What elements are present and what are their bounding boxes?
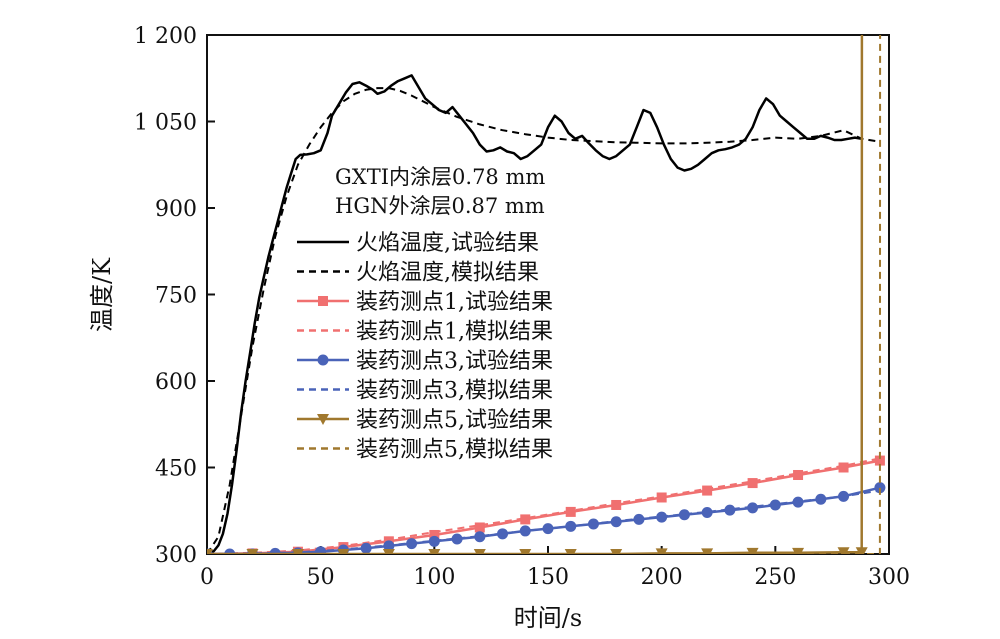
series-3 [207, 455, 885, 554]
data-point-triangle-down [655, 548, 668, 554]
legend-item: 装药测点5,试验结果 [297, 408, 553, 433]
legend-item: 装药测点1,模拟结果 [297, 320, 553, 345]
data-point-square [838, 462, 849, 473]
legend-marker [317, 414, 329, 425]
legend-item: 装药测点5,模拟结果 [297, 438, 553, 463]
x-axis-title: 时间/s [514, 604, 582, 632]
legend-label: 装药测点3,试验结果 [356, 349, 553, 374]
annotation-block: GXTI内涂层0.78 mm HGN外涂层0.87 mm [335, 165, 545, 218]
data-point-circle [224, 548, 236, 554]
data-point-triangle-down [473, 549, 486, 554]
data-point-triangle-down [337, 549, 350, 554]
y-tick-label: 1 200 [134, 24, 197, 49]
legend-item: 火焰温度,模拟结果 [297, 261, 539, 286]
data-point-triangle-down [291, 549, 304, 554]
data-point-triangle-down [746, 547, 759, 554]
series-line [207, 35, 864, 554]
series-line [207, 87, 881, 554]
data-point-square [747, 478, 758, 489]
data-point-triangle-down [207, 549, 213, 554]
data-point-circle [497, 528, 509, 540]
series-7 [207, 35, 868, 554]
data-point-square [565, 506, 576, 517]
data-point-triangle-down [610, 549, 623, 554]
legend-item: 火焰温度,试验结果 [297, 231, 539, 256]
y-axis-title: 温度/K [88, 257, 116, 332]
y-tick-label: 750 [155, 284, 197, 309]
legend-label: 装药测点5,试验结果 [356, 408, 553, 433]
data-point-circle [701, 506, 713, 518]
data-point-triangle-down [246, 549, 259, 554]
data-point-square [611, 499, 622, 510]
data-point-triangle-down [837, 547, 850, 554]
legend-marker [317, 354, 329, 366]
x-tick-label: 150 [527, 565, 569, 590]
data-point-triangle-down [382, 549, 395, 554]
y-tick-label: 600 [155, 370, 197, 395]
data-point-triangle-down [564, 549, 577, 554]
legend-marker [318, 296, 328, 306]
x-tick-label: 300 [868, 565, 910, 590]
x-tick-label: 50 [307, 565, 335, 590]
legend-label: 装药测点1,模拟结果 [356, 320, 553, 345]
x-tick-label: 250 [754, 565, 796, 590]
series-layer [207, 35, 886, 554]
legend-label: 火焰温度,试验结果 [356, 231, 539, 256]
data-point-square [429, 529, 440, 540]
data-point-circle [724, 504, 736, 516]
legend-label: 装药测点1,试验结果 [356, 290, 553, 315]
x-tick-label: 0 [200, 565, 214, 590]
data-point-circle [428, 535, 440, 547]
legend-label: 火焰温度,模拟结果 [356, 261, 539, 286]
data-point-circle [474, 531, 486, 543]
data-point-triangle-down [519, 549, 532, 554]
data-point-triangle-down [428, 549, 441, 554]
x-tick-label: 200 [641, 565, 683, 590]
data-point-triangle-down [701, 548, 714, 554]
y-tick-label: 300 [155, 543, 197, 568]
y-axis-ticks: 300 450 600 750 900 1 050 1 200 [134, 24, 215, 568]
data-point-square [656, 492, 667, 503]
coating-annotation: HGN外涂层0.87 mm [335, 194, 545, 218]
data-point-square [702, 485, 713, 496]
data-point-square [520, 514, 531, 525]
legend-label: 装药测点5,模拟结果 [356, 438, 553, 463]
y-tick-label: 1 050 [134, 111, 197, 136]
legend-item: 装药测点3,试验结果 [297, 349, 553, 374]
legend-item: 装药测点3,模拟结果 [297, 379, 553, 404]
data-point-square [874, 455, 885, 466]
data-point-circle [451, 533, 463, 545]
data-point-square [793, 469, 804, 480]
data-point-triangle-down [792, 547, 805, 554]
y-tick-label: 900 [155, 197, 197, 222]
legend-item: 装药测点1,试验结果 [297, 290, 553, 315]
legend-label: 装药测点3,模拟结果 [356, 379, 553, 404]
legend: 火焰温度,试验结果火焰温度,模拟结果装药测点1,试验结果装药测点1,模拟结果装药… [297, 231, 553, 463]
coating-annotation: GXTI内涂层0.78 mm [335, 165, 545, 189]
series-6 [207, 489, 881, 554]
data-point-circle [747, 502, 759, 514]
data-point-circle [678, 509, 690, 521]
data-point-square [474, 522, 485, 533]
data-point-circle [519, 525, 531, 537]
y-tick-label: 450 [155, 457, 197, 482]
series-line [207, 489, 881, 554]
series-line [207, 486, 881, 554]
series-2 [207, 87, 881, 554]
data-point-triangle-down [855, 547, 868, 554]
x-axis-ticks: 0 50 100 150 200 250 300 [200, 546, 910, 590]
series-5 [207, 482, 886, 554]
x-tick-label: 100 [413, 565, 455, 590]
